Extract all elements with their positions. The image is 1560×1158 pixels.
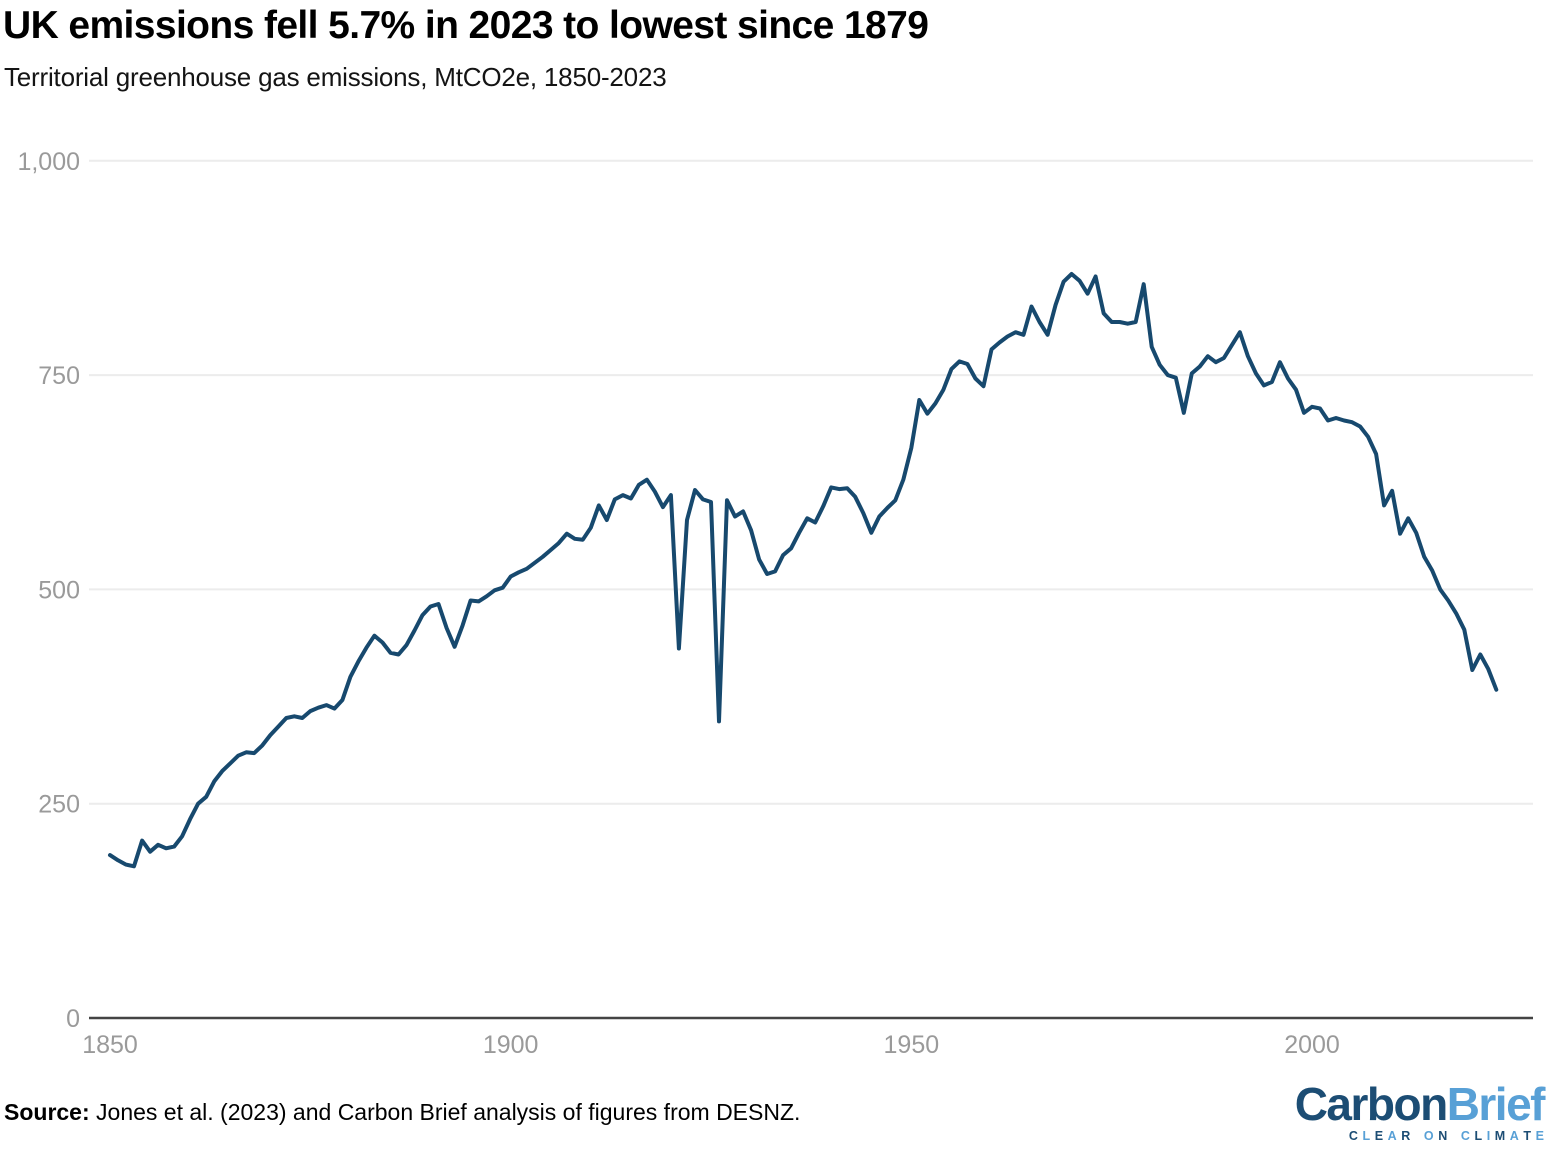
logo-tagline-letter: A (1387, 1129, 1397, 1144)
logo-tagline-letter: N (1438, 1129, 1448, 1144)
logo-tagline-letter: T (1523, 1129, 1532, 1144)
logo-brief: Brief (1446, 1078, 1546, 1130)
y-tick-label: 0 (66, 1005, 80, 1033)
logo-tagline-letter: L (1362, 1129, 1371, 1144)
page-subtitle: Territorial greenhouse gas emissions, Mt… (4, 62, 667, 92)
x-tick-label: 1900 (483, 1031, 539, 1059)
logo-tagline-letter: I (1486, 1129, 1491, 1144)
x-tick-label: 1850 (82, 1031, 138, 1059)
logo-wordmark: CarbonBrief (1294, 1078, 1546, 1130)
y-tick-label: 750 (38, 362, 80, 390)
logo-tagline-letter: E (1535, 1129, 1544, 1144)
source-label: Source: (4, 1099, 90, 1125)
logo-tagline-letter: A (1509, 1129, 1519, 1144)
source-note: Source: Jones et al. (2023) and Carbon B… (4, 1099, 800, 1126)
page-title: UK emissions fell 5.7% in 2023 to lowest… (3, 4, 929, 47)
logo-tagline-letter: M (1494, 1129, 1506, 1144)
logo-tagline-letter: E (1374, 1129, 1384, 1144)
logo-carbon: Carbon (1294, 1078, 1449, 1130)
emissions-line (108, 272, 1499, 869)
y-tick-label: 500 (38, 576, 80, 604)
source-text: Jones et al. (2023) and Carbon Brief ana… (89, 1099, 801, 1125)
logo-tagline-letter: R (1401, 1129, 1411, 1144)
y-tick-label: 1,000 (17, 148, 80, 176)
logo-tagline-letter: O (1423, 1129, 1434, 1144)
y-tick-label: 250 (38, 791, 80, 819)
logo-tagline-letter: C (1348, 1129, 1358, 1144)
x-tick-label: 2000 (1284, 1031, 1340, 1059)
x-tick-label: 1950 (884, 1031, 940, 1059)
logo-tagline-letter: L (1474, 1129, 1483, 1144)
logo-tagline-letter: C (1460, 1129, 1470, 1144)
